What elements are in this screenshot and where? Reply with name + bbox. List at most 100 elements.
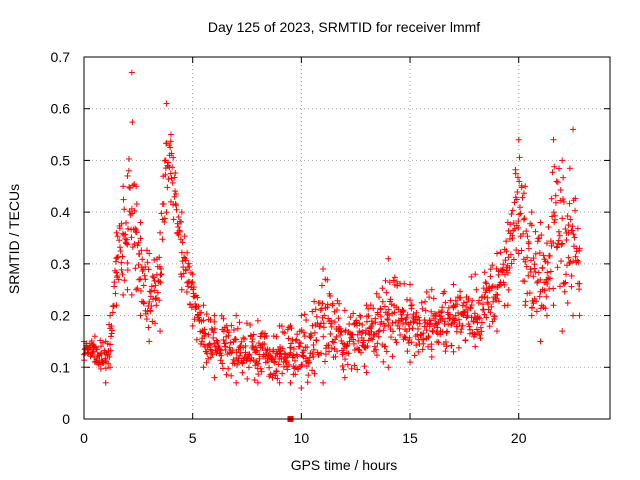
data-point bbox=[524, 254, 531, 261]
data-point bbox=[516, 154, 523, 161]
data-point bbox=[162, 171, 169, 178]
data-point bbox=[472, 271, 479, 278]
data-point bbox=[516, 178, 523, 185]
data-point bbox=[563, 236, 570, 243]
data-point bbox=[408, 301, 415, 308]
data-point bbox=[476, 331, 483, 338]
data-point bbox=[566, 260, 573, 267]
data-point bbox=[452, 297, 459, 304]
data-point bbox=[485, 306, 492, 313]
data-point bbox=[220, 328, 227, 335]
data-point bbox=[225, 332, 232, 339]
data-point bbox=[97, 365, 104, 372]
data-point bbox=[544, 269, 551, 276]
data-point bbox=[547, 268, 554, 275]
data-point bbox=[472, 343, 479, 350]
data-point bbox=[522, 258, 529, 265]
data-point bbox=[508, 211, 515, 218]
data-point bbox=[178, 218, 185, 225]
data-point bbox=[165, 159, 172, 166]
data-point bbox=[114, 272, 121, 279]
data-point bbox=[387, 296, 394, 303]
data-point bbox=[459, 302, 466, 309]
data-point bbox=[250, 331, 257, 338]
data-point bbox=[363, 369, 370, 376]
data-point bbox=[143, 316, 150, 323]
data-point bbox=[377, 306, 384, 313]
data-point bbox=[333, 333, 340, 340]
data-point bbox=[520, 190, 527, 197]
data-point bbox=[466, 323, 473, 330]
data-point bbox=[268, 356, 275, 363]
data-point bbox=[525, 272, 532, 279]
data-point bbox=[554, 243, 561, 250]
data-point bbox=[310, 346, 317, 353]
data-point bbox=[160, 200, 167, 207]
data-point bbox=[327, 292, 334, 299]
data-point bbox=[306, 354, 313, 361]
data-point bbox=[372, 346, 379, 353]
data-point bbox=[129, 182, 136, 189]
data-point bbox=[515, 136, 522, 143]
data-point bbox=[549, 169, 556, 176]
data-point bbox=[175, 231, 182, 238]
data-point bbox=[309, 322, 316, 329]
data-point bbox=[532, 228, 539, 235]
data-point bbox=[537, 276, 544, 283]
data-point bbox=[137, 219, 144, 226]
data-point bbox=[370, 305, 377, 312]
data-point bbox=[521, 278, 528, 285]
data-point bbox=[287, 379, 294, 386]
data-point bbox=[236, 319, 243, 326]
data-point bbox=[565, 254, 572, 261]
data-point bbox=[464, 299, 471, 306]
data-point bbox=[403, 314, 410, 321]
data-point bbox=[443, 329, 450, 336]
data-point bbox=[554, 179, 561, 186]
data-point bbox=[151, 256, 158, 263]
data-point bbox=[530, 273, 537, 280]
y-tick-label: 0.5 bbox=[51, 152, 71, 168]
data-point bbox=[207, 316, 214, 323]
data-point bbox=[369, 336, 376, 343]
data-point bbox=[367, 335, 374, 342]
data-point bbox=[560, 174, 567, 181]
data-point bbox=[178, 209, 185, 216]
data-point bbox=[373, 290, 380, 297]
data-point bbox=[361, 363, 368, 370]
data-point bbox=[120, 196, 127, 203]
data-point bbox=[457, 294, 464, 301]
data-point bbox=[569, 223, 576, 230]
data-point bbox=[230, 326, 237, 333]
data-point bbox=[121, 206, 128, 213]
data-point bbox=[422, 307, 429, 314]
data-point bbox=[152, 282, 159, 289]
data-point bbox=[551, 163, 558, 170]
data-point bbox=[276, 322, 283, 329]
y-tick-label: 0.6 bbox=[51, 101, 71, 117]
data-point bbox=[374, 340, 381, 347]
data-point bbox=[482, 279, 489, 286]
data-point bbox=[513, 247, 520, 254]
data-point bbox=[553, 244, 560, 251]
data-point bbox=[483, 280, 490, 287]
data-point bbox=[409, 325, 416, 332]
data-point bbox=[116, 244, 123, 251]
data-point bbox=[300, 329, 307, 336]
data-point bbox=[300, 347, 307, 354]
data-point bbox=[239, 360, 246, 367]
data-point bbox=[552, 199, 559, 206]
data-point bbox=[156, 278, 163, 285]
data-point bbox=[457, 329, 464, 336]
data-point bbox=[261, 340, 268, 347]
data-point bbox=[564, 212, 571, 219]
data-point bbox=[532, 250, 539, 257]
data-point bbox=[536, 293, 543, 300]
data-point bbox=[344, 361, 351, 368]
data-point bbox=[348, 365, 355, 372]
data-point bbox=[257, 365, 264, 372]
data-point bbox=[346, 338, 353, 345]
data-point bbox=[404, 348, 411, 355]
data-point bbox=[208, 346, 215, 353]
